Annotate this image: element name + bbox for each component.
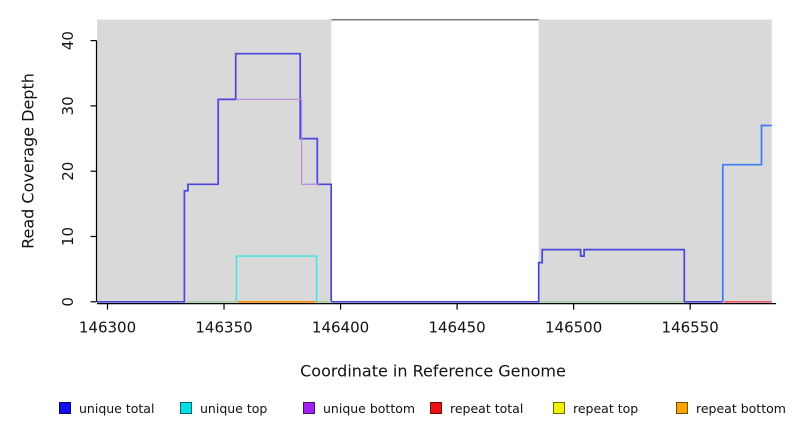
- x-tick-label: 146350: [195, 319, 252, 337]
- legend-label: unique total: [79, 400, 155, 416]
- legend-item-unique-total: unique total: [59, 400, 154, 416]
- x-tick-label: 146400: [312, 319, 369, 337]
- x-tick-label: 146500: [545, 319, 602, 337]
- shaded-region-1: [97, 19, 332, 304]
- series-unique-top-box: [235, 255, 318, 302]
- repeat-top-swatch-icon: [553, 402, 565, 414]
- legend-item-repeat-bottom: repeat bottom: [676, 400, 786, 416]
- y-tick-label: 20: [59, 162, 77, 181]
- shaded-region-2: [538, 19, 772, 304]
- series-unique-bottom-visible: [235, 98, 319, 185]
- y-tick-label: 40: [59, 31, 77, 50]
- legend-item-unique-top: unique top: [180, 400, 267, 416]
- y-axis-title: Read Coverage Depth: [18, 73, 38, 249]
- repeat-bottom-swatch-icon: [676, 402, 688, 414]
- legend-item-repeat-total: repeat total: [430, 400, 523, 416]
- unique-total-swatch-icon: [59, 402, 71, 414]
- legend-item-repeat-top: repeat top: [553, 400, 638, 416]
- y-tick-label: 0: [59, 297, 77, 307]
- y-tick-label: 10: [59, 227, 77, 246]
- x-tick-label: 146300: [79, 319, 136, 337]
- repeat-total-swatch-icon: [430, 402, 442, 414]
- legend-item-unique-bottom: unique bottom: [303, 400, 415, 416]
- x-tick-label: 146550: [662, 319, 719, 337]
- legend-label: repeat total: [450, 400, 524, 416]
- legend-label: unique top: [200, 400, 268, 416]
- x-tick-label: 146450: [428, 319, 485, 337]
- legend: unique total unique top unique bottom re…: [0, 400, 792, 418]
- legend-label: repeat top: [573, 400, 639, 416]
- unique-bottom-swatch-icon: [303, 402, 315, 414]
- legend-label: repeat bottom: [696, 400, 786, 416]
- x-axis-title: Coordinate in Reference Genome: [300, 361, 566, 381]
- legend-label: unique bottom: [323, 400, 416, 416]
- unique-top-swatch-icon: [180, 402, 192, 414]
- series-unique-total-main: [97, 52, 723, 303]
- series-unique-total-right: [721, 124, 772, 302]
- y-tick-label: 30: [59, 96, 77, 115]
